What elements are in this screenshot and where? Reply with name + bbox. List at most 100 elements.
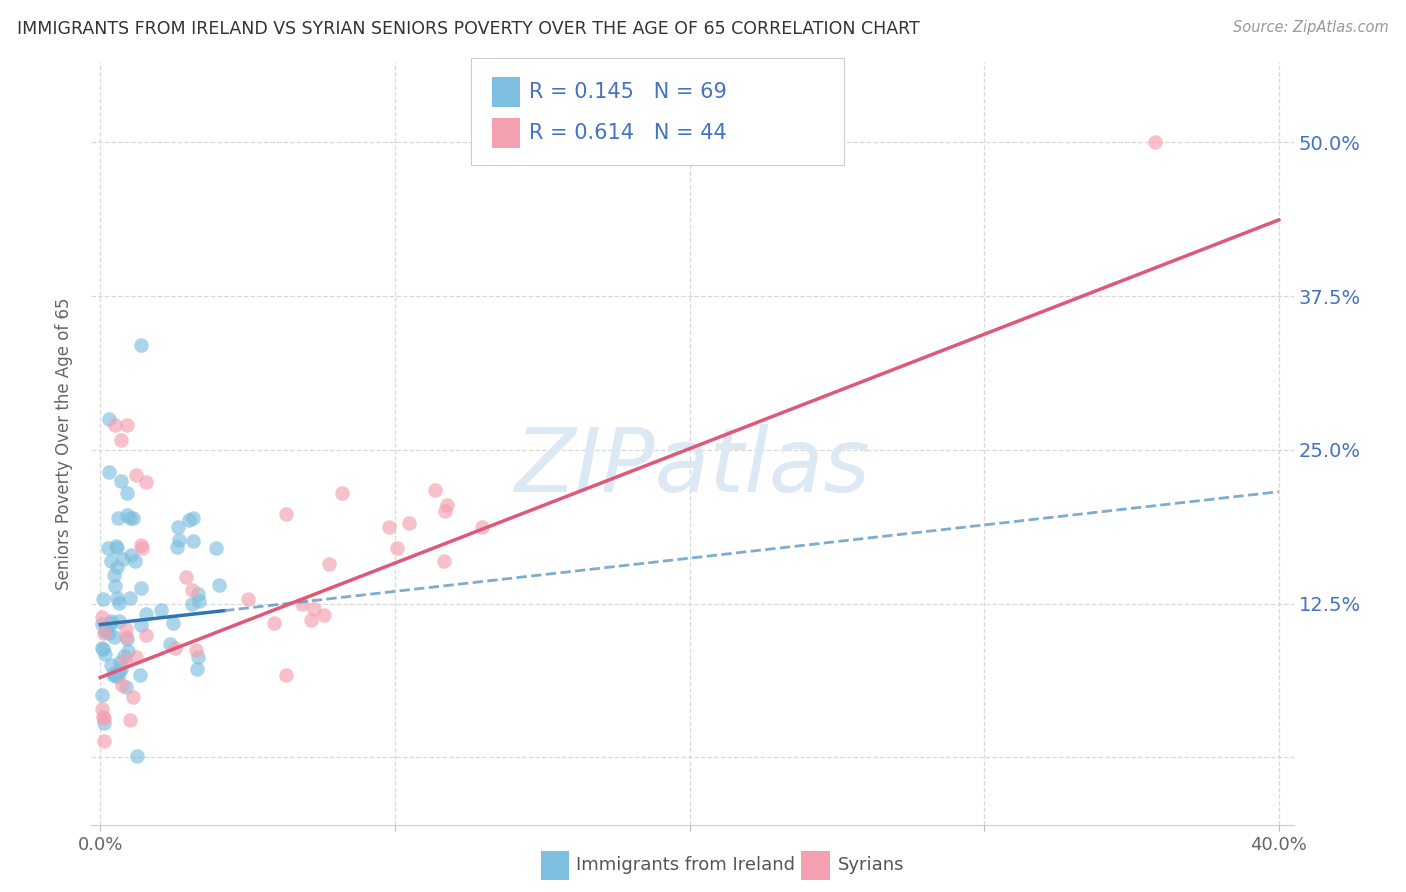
Point [129,538,152,552]
Point [118,591,141,606]
Point [433,554,456,568]
Point [103,668,125,682]
Point [105,541,128,555]
Point [115,418,138,433]
Point [181,534,204,549]
Point [177,513,200,527]
Point [314,608,336,623]
Point [385,541,408,555]
Point [159,636,181,650]
Point [124,649,146,664]
Text: Immigrants from Ireland: Immigrants from Ireland [576,856,796,874]
Point [398,516,420,530]
Point [94,624,117,639]
Point [162,616,184,631]
Point [115,632,138,646]
Point [318,557,340,571]
Point [104,539,127,553]
Point [129,667,152,681]
Point [378,519,401,533]
Point [208,578,231,592]
Point [103,666,125,681]
Point [93,710,115,724]
Point [103,579,125,593]
Point [107,664,129,678]
Point [135,628,157,642]
Point [291,597,314,611]
Point [433,504,456,518]
Point [188,594,211,608]
Point [263,616,285,631]
Point [97,541,120,555]
Point [90,617,112,632]
Point [125,749,148,764]
Point [93,647,115,661]
Point [124,554,146,568]
Point [115,508,138,522]
Point [111,678,134,692]
Point [104,418,127,433]
Point [169,533,191,548]
Point [115,630,138,644]
Point [90,701,112,715]
Point [112,648,135,663]
Point [150,603,173,617]
Point [330,486,353,500]
Point [299,613,322,627]
Point [110,662,132,676]
Point [115,486,138,500]
Point [236,592,259,607]
Point [181,598,204,612]
Text: R = 0.145   N = 69: R = 0.145 N = 69 [529,82,727,102]
Point [90,641,112,656]
Point [131,338,153,352]
Point [103,568,125,582]
Point [121,690,143,705]
Point [98,412,121,426]
Point [90,688,112,702]
Point [110,474,132,488]
Point [107,668,129,682]
Point [117,643,139,657]
Text: IMMIGRANTS FROM IRELAND VS SYRIAN SENIORS POVERTY OVER THE AGE OF 65 CORRELATION: IMMIGRANTS FROM IRELAND VS SYRIAN SENIOR… [17,20,920,37]
Point [436,499,458,513]
Text: ZIPatlas: ZIPatlas [515,424,870,509]
Point [131,581,153,595]
Point [104,669,127,683]
Point [115,622,138,636]
Point [120,548,142,562]
Point [118,713,141,727]
Point [114,653,136,667]
Point [110,433,132,447]
Point [187,587,209,601]
Point [105,591,128,606]
Point [423,483,446,497]
Point [108,656,131,670]
Point [100,657,122,672]
Point [100,614,122,628]
Point [176,570,198,584]
Point [181,511,204,525]
Text: Syrians: Syrians [838,856,904,874]
Text: Source: ZipAtlas.com: Source: ZipAtlas.com [1233,20,1389,35]
Point [107,596,129,610]
Point [97,626,120,640]
Point [166,540,188,554]
Point [118,510,141,524]
Text: R = 0.614   N = 44: R = 0.614 N = 44 [529,123,727,143]
Point [135,475,157,489]
Point [274,508,297,522]
Point [107,510,129,524]
Point [94,624,117,638]
Point [131,541,153,555]
Point [90,610,112,624]
Point [165,640,187,655]
Point [205,541,228,556]
Point [108,614,131,628]
Point [114,680,136,694]
Point [187,649,209,664]
Point [98,465,121,479]
Point [93,625,115,640]
Point [100,615,122,630]
Point [302,602,325,616]
